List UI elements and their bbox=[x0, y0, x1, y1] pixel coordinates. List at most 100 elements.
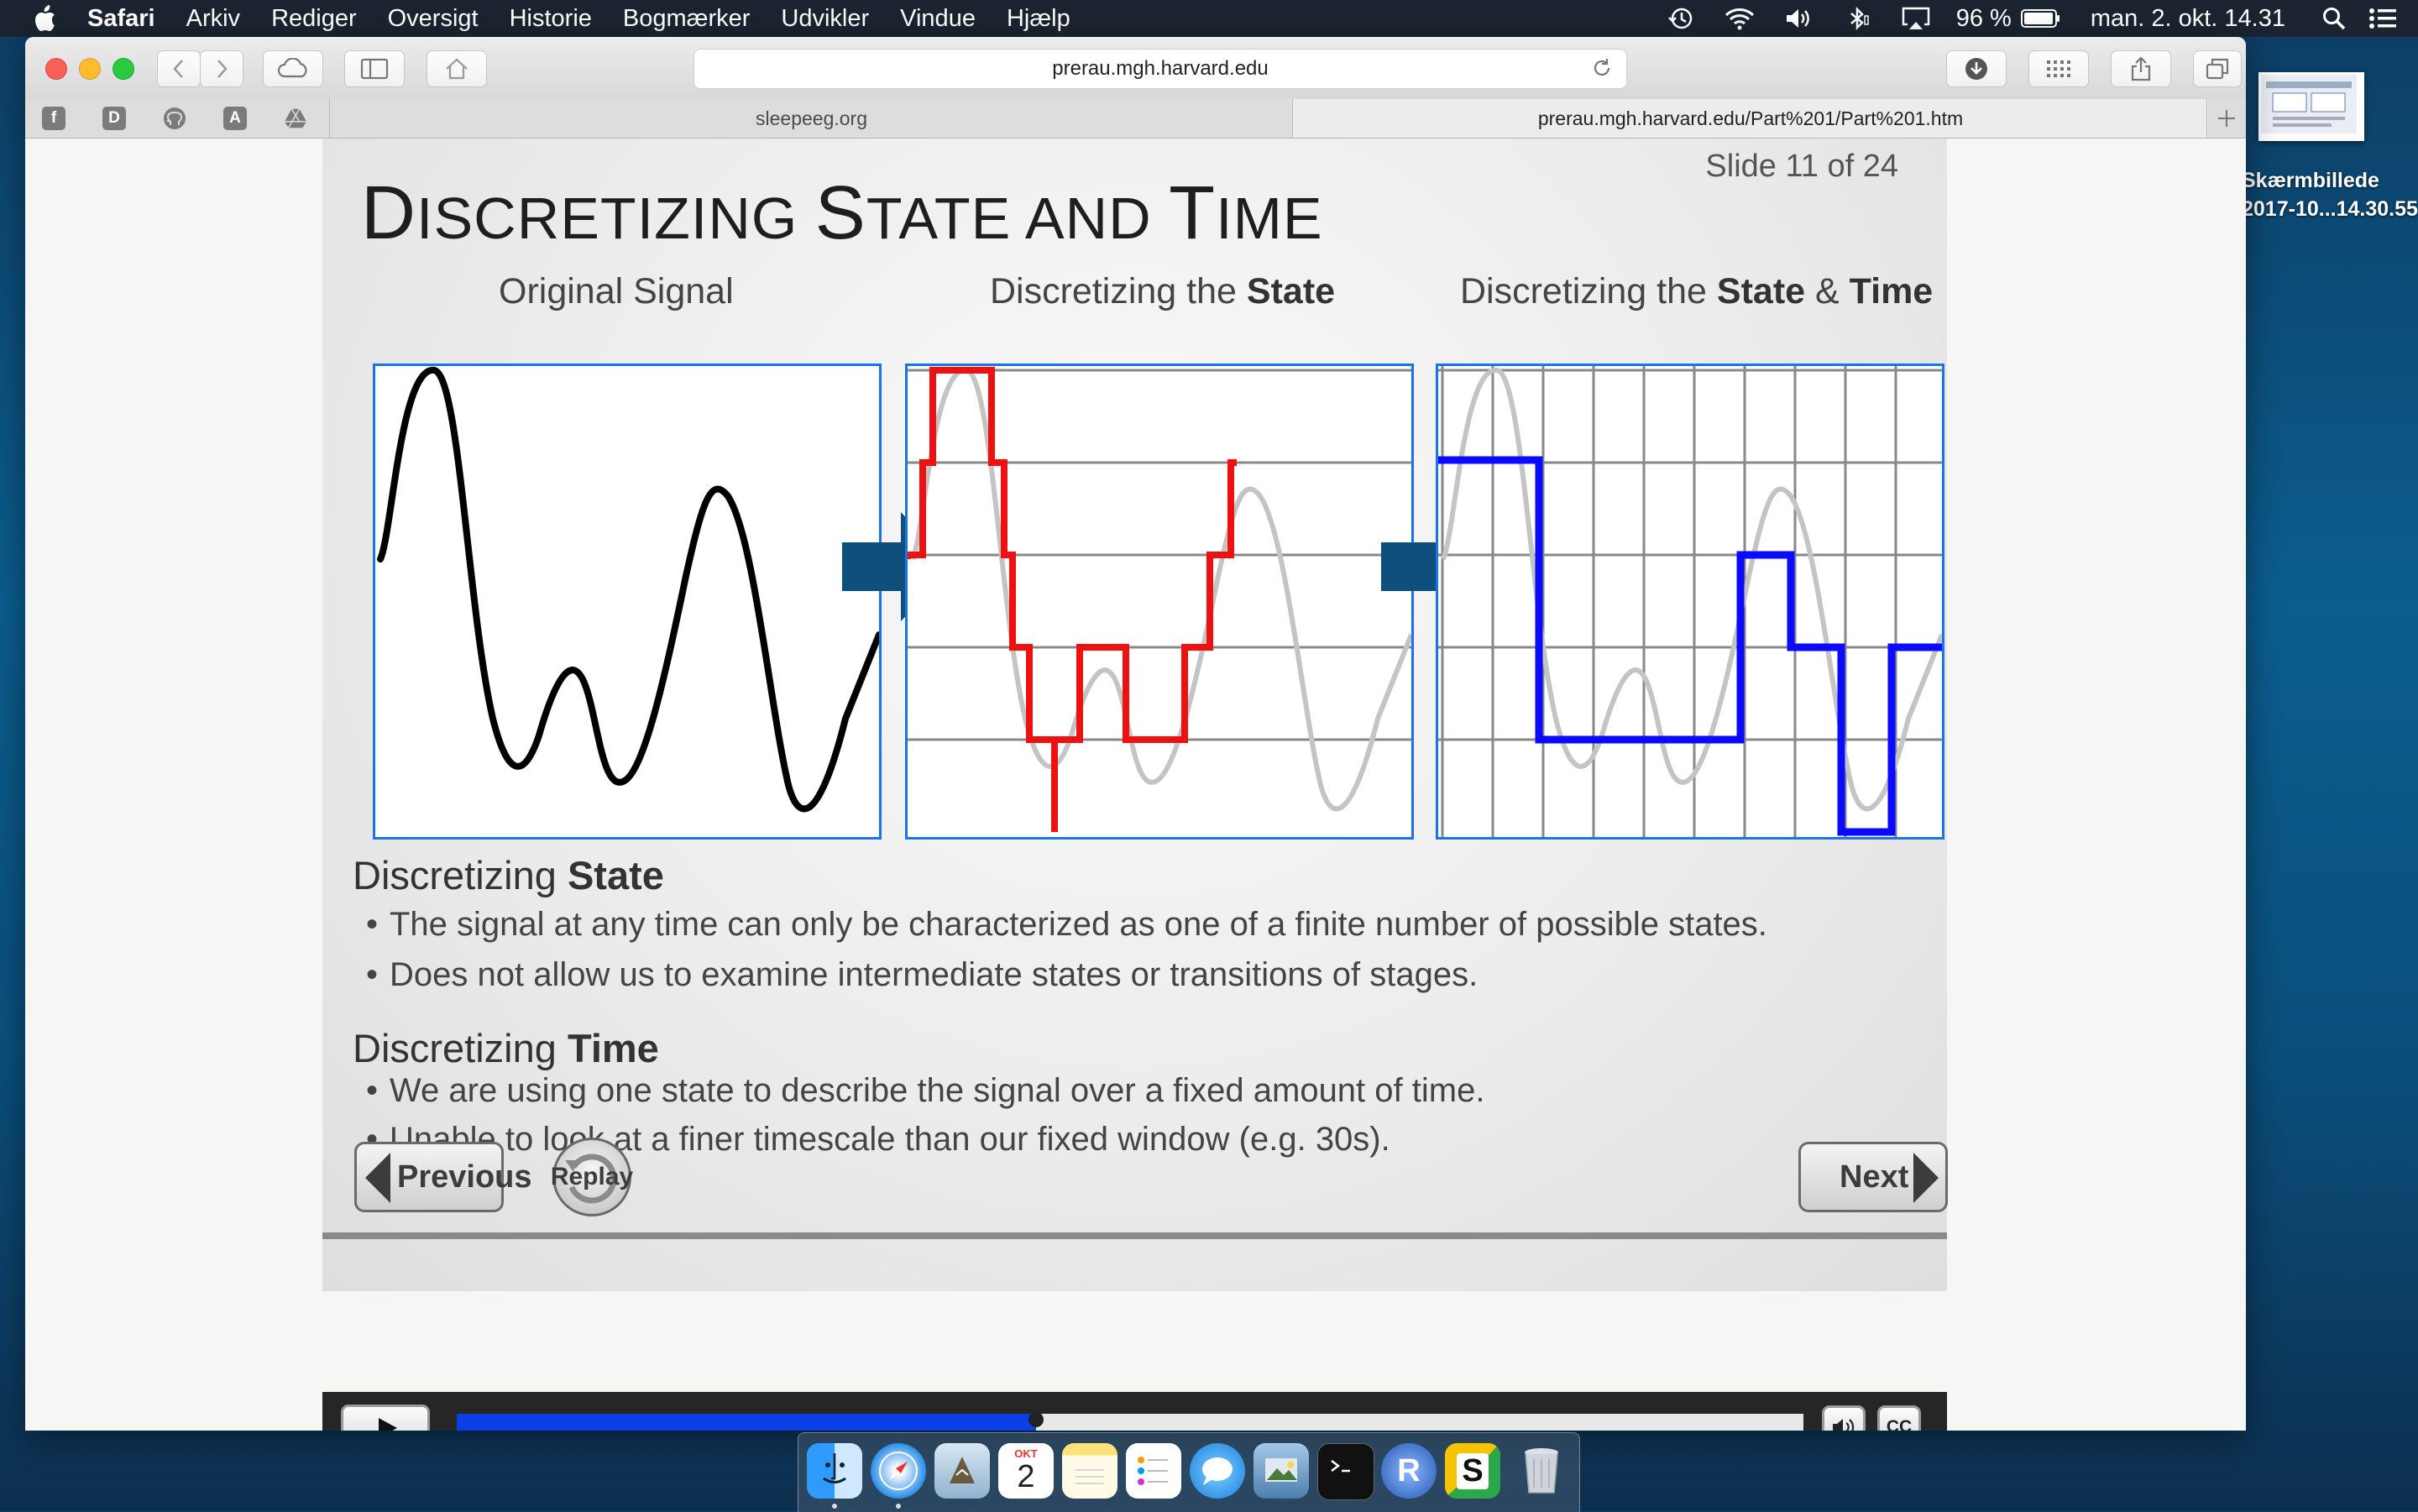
volume-button[interactable] bbox=[1822, 1405, 1866, 1431]
menu-bogmaerker[interactable]: Bogmærker bbox=[622, 4, 751, 32]
bullet-time-1: We are using one state to describe the s… bbox=[366, 1072, 1484, 1110]
home-button[interactable] bbox=[427, 50, 487, 87]
dock-trash[interactable] bbox=[1514, 1443, 1569, 1499]
time-machine-icon[interactable] bbox=[1666, 6, 1696, 31]
forward-button[interactable] bbox=[200, 50, 243, 87]
downloads-button[interactable] bbox=[1946, 50, 2007, 87]
discretized-state-plot bbox=[908, 367, 1411, 832]
wifi-icon[interactable] bbox=[1725, 6, 1755, 31]
dock-running-indicator bbox=[896, 1504, 901, 1509]
close-window-button[interactable] bbox=[45, 58, 67, 80]
favorite-a[interactable]: A bbox=[223, 107, 247, 130]
menu-udvikler[interactable]: Udvikler bbox=[781, 4, 870, 32]
finder-icon bbox=[823, 1453, 846, 1483]
dock-r[interactable]: R bbox=[1381, 1443, 1437, 1499]
icloud-tabs-button[interactable] bbox=[263, 50, 323, 87]
address-bar[interactable]: prerau.mgh.harvard.edu bbox=[693, 49, 1627, 89]
new-tab-button[interactable] bbox=[2206, 99, 2246, 138]
replay-button[interactable]: Replay bbox=[551, 1138, 633, 1216]
title-cap-s: S bbox=[814, 171, 866, 255]
tab-sleepeeg[interactable]: sleepeeg.org bbox=[329, 99, 1293, 138]
favorite-facebook[interactable]: f bbox=[42, 107, 65, 130]
caption-state-bold: State bbox=[1246, 271, 1336, 311]
dock-s-app[interactable]: S bbox=[1445, 1443, 1500, 1499]
dock-notes[interactable] bbox=[1062, 1443, 1117, 1499]
menu-rediger[interactable]: Rediger bbox=[271, 4, 357, 32]
sidebar-button[interactable] bbox=[344, 50, 405, 87]
title-word-time: IME bbox=[1216, 186, 1323, 251]
dock-image-capture[interactable] bbox=[1253, 1443, 1309, 1499]
share-button[interactable] bbox=[2111, 50, 2171, 87]
dock-terminal[interactable] bbox=[1317, 1443, 1374, 1500]
clock[interactable]: man. 2. okt. 14.31 bbox=[2090, 4, 2285, 32]
spotlight-search-icon[interactable] bbox=[2319, 6, 2349, 31]
fullscreen-window-button[interactable] bbox=[113, 58, 134, 80]
dock-calendar[interactable]: OKT 2 bbox=[998, 1443, 1054, 1499]
calendar-month: OKT bbox=[1014, 1447, 1038, 1460]
menu-arkiv[interactable]: Arkiv bbox=[186, 4, 241, 32]
apple-logo-icon[interactable] bbox=[32, 4, 57, 33]
photos-icon bbox=[1265, 1458, 1297, 1482]
menu-historie[interactable]: Historie bbox=[509, 4, 592, 32]
caption-state-prefix: Discretizing the bbox=[990, 271, 1247, 311]
menu-safari[interactable]: Safari bbox=[87, 4, 155, 32]
calendar-day: 2 bbox=[1017, 1459, 1035, 1494]
favorite-d[interactable]: D bbox=[102, 107, 126, 130]
panel-original-signal bbox=[373, 364, 882, 840]
title-word-discretizing: ISCRETIZING bbox=[416, 186, 815, 251]
terminal-icon bbox=[1331, 1460, 1350, 1473]
caption-original-signal: Original Signal bbox=[499, 271, 734, 311]
title-cap-t: T bbox=[1169, 171, 1217, 255]
reload-icon[interactable] bbox=[1591, 57, 1613, 79]
dock-running-indicator bbox=[832, 1504, 837, 1509]
back-button[interactable] bbox=[157, 50, 201, 87]
desktop-file-label[interactable]: Skærmbillede 2017-10...14.30.55 bbox=[2242, 166, 2418, 223]
original-signal-plot bbox=[377, 367, 879, 813]
previous-button-label: Previous bbox=[397, 1159, 532, 1195]
panel-discretizing-state-time bbox=[1436, 364, 1944, 840]
menu-vindue[interactable]: Vindue bbox=[900, 4, 976, 32]
top-sites-button[interactable] bbox=[2028, 50, 2089, 87]
minimize-window-button[interactable] bbox=[79, 58, 101, 80]
state-time-grid-lines bbox=[1438, 366, 1942, 837]
next-button[interactable]: Next bbox=[1798, 1142, 1948, 1212]
favorite-github[interactable] bbox=[163, 107, 186, 130]
facebook-icon: f bbox=[50, 109, 57, 127]
slide-number: Slide 11 of 24 bbox=[1705, 149, 1898, 184]
progress-handle[interactable] bbox=[1028, 1412, 1044, 1427]
reminders-icon bbox=[1138, 1457, 1168, 1485]
notes-icon bbox=[1076, 1469, 1104, 1484]
battery-icon[interactable] bbox=[2020, 6, 2062, 31]
discretized-state-time-plot bbox=[1438, 366, 1942, 837]
menu-oversigt[interactable]: Oversigt bbox=[387, 4, 479, 32]
slide-divider bbox=[322, 1232, 1947, 1239]
heading-time-bold: Time bbox=[567, 1026, 659, 1070]
tab-sleepeeg-label: sleepeeg.org bbox=[756, 107, 867, 129]
tab-prerau[interactable]: prerau.mgh.harvard.edu/Part%201/Part%201… bbox=[1292, 99, 2208, 138]
bluetooth-icon[interactable] bbox=[1842, 6, 1872, 31]
dock-messages[interactable] bbox=[1190, 1443, 1245, 1499]
tabs-overview-icon bbox=[2206, 58, 2229, 80]
trash-icon bbox=[1525, 1448, 1558, 1494]
dock-safari[interactable] bbox=[871, 1443, 926, 1499]
next-button-label: Next bbox=[1840, 1159, 1909, 1195]
menu-bar: Safari Arkiv Rediger Oversigt Historie B… bbox=[0, 0, 2418, 37]
progress-scrubber[interactable] bbox=[457, 1414, 1803, 1431]
closed-captions-button[interactable]: CC bbox=[1877, 1405, 1921, 1431]
replay-arrow-icon bbox=[565, 1154, 617, 1204]
play-button[interactable] bbox=[341, 1405, 430, 1431]
previous-button[interactable]: Previous bbox=[354, 1142, 532, 1212]
triangle-right-icon bbox=[1913, 1153, 1939, 1203]
favorite-drive[interactable] bbox=[284, 107, 307, 130]
dock-reminders[interactable] bbox=[1126, 1443, 1181, 1499]
desktop-screenshot-thumbnail[interactable] bbox=[2258, 72, 2364, 141]
notification-center-icon[interactable] bbox=[2368, 6, 2398, 31]
eagle-stamp-icon bbox=[950, 1457, 975, 1483]
dock-mail[interactable] bbox=[934, 1443, 990, 1499]
menu-hjaelp[interactable]: Hjælp bbox=[1006, 4, 1070, 32]
dock-finder[interactable] bbox=[807, 1443, 862, 1499]
show-all-tabs-button[interactable] bbox=[2193, 50, 2242, 87]
volume-icon[interactable] bbox=[1783, 6, 1814, 31]
google-drive-icon bbox=[284, 108, 307, 128]
airplay-icon[interactable] bbox=[1901, 6, 1931, 31]
